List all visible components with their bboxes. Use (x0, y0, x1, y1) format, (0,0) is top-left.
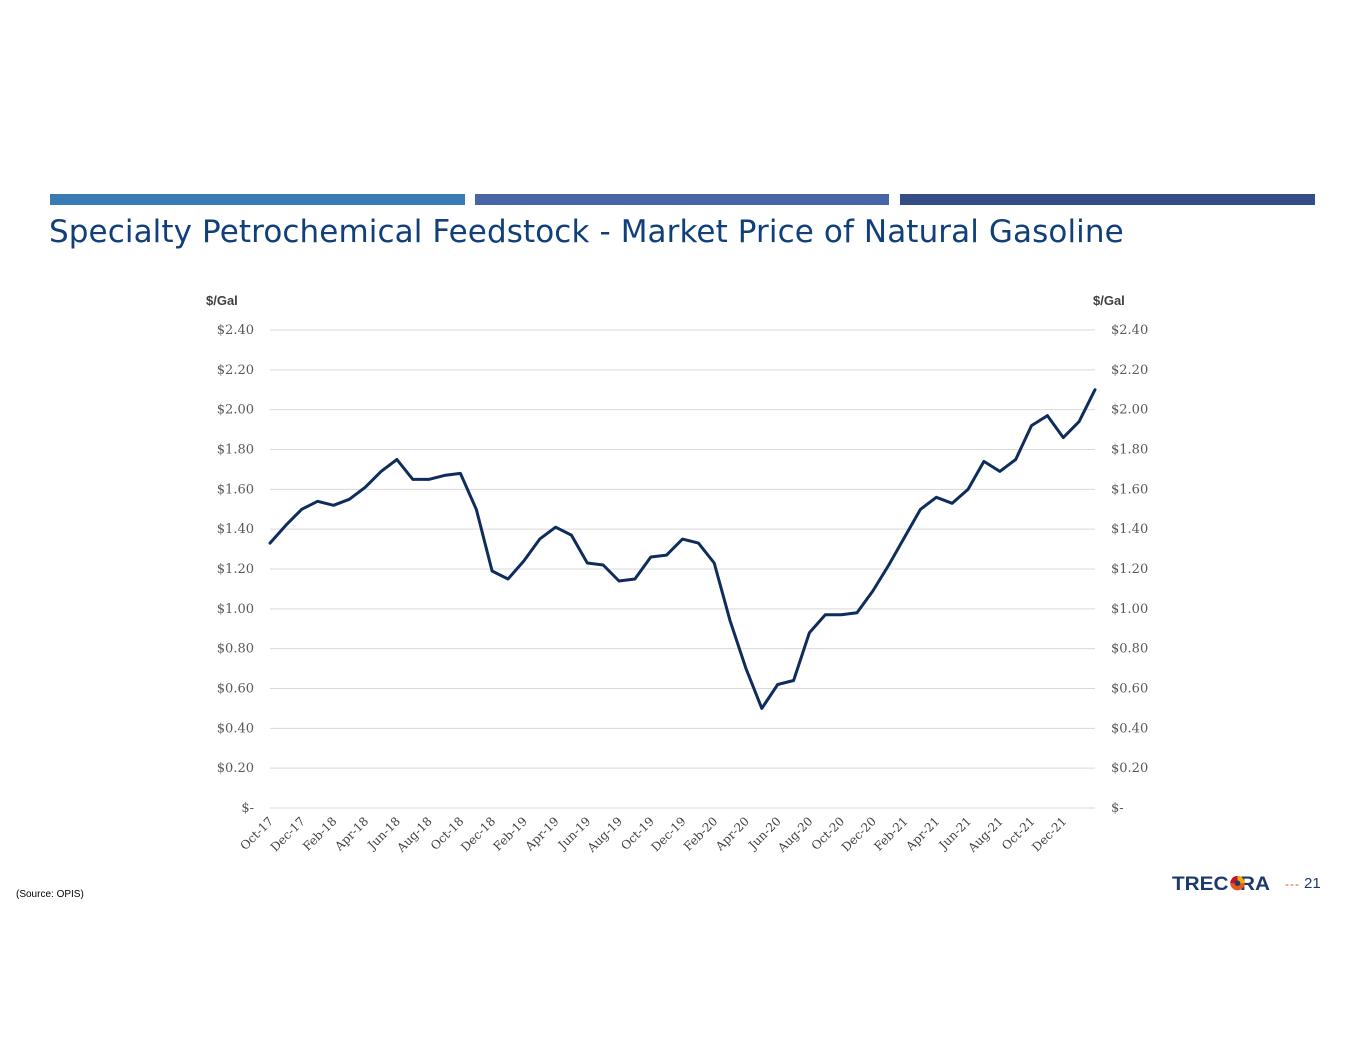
y-tick-label-right: $1.80 (1111, 443, 1148, 458)
page-number-value: 21 (1304, 875, 1321, 892)
y-tick-label-right: $2.40 (1111, 323, 1148, 338)
y-tick-label-left: $0.40 (217, 721, 254, 736)
y-tick-label-left: $0.60 (217, 682, 254, 697)
svg-text:TREC RA: TREC RA (1172, 874, 1270, 895)
y-tick-label-left: $1.60 (217, 482, 254, 497)
x-tick-label: Apr-18 (331, 814, 371, 854)
y-axis-label-right: $/Gal (1093, 293, 1125, 308)
y-tick-label-left: $0.20 (217, 761, 254, 776)
y-tick-label-right: $2.20 (1111, 363, 1148, 378)
y-tick-label-right: $1.00 (1111, 602, 1148, 617)
page-title: Specialty Petrochemical Feedstock - Mark… (49, 214, 1124, 250)
x-tick-label: Apr-20 (712, 814, 752, 854)
x-tick-label: Feb-19 (491, 814, 530, 853)
x-tick-label: Apr-19 (522, 814, 562, 854)
y-tick-label-right: $1.20 (1111, 562, 1148, 577)
x-tick-label: Feb-20 (681, 814, 720, 853)
x-tick-label: Dec-18 (458, 814, 498, 854)
y-tick-label-left: $1.80 (217, 443, 254, 458)
y-tick-label-left: $1.20 (217, 562, 254, 577)
y-tick-label-right: $- (1111, 801, 1124, 816)
x-tick-label: Dec-21 (1029, 814, 1069, 854)
header-bar-left (50, 194, 465, 205)
y-tick-label-left: $1.00 (217, 602, 254, 617)
y-tick-label-right: $0.20 (1111, 761, 1148, 776)
x-tick-label: Dec-19 (648, 814, 688, 854)
page-number: --- 21 (1285, 875, 1321, 892)
source-note: (Source: OPIS) (16, 889, 84, 900)
series-line-natural-gasoline (268, 388, 1097, 710)
y-tick-label-right: $0.60 (1111, 682, 1148, 697)
x-tick-label: Feb-18 (300, 814, 339, 853)
trecora-logo: TREC RA (1172, 874, 1270, 895)
header-bar-right (900, 194, 1315, 205)
y-tick-label-right: $1.60 (1111, 482, 1148, 497)
x-tick-label: Aug-21 (965, 814, 1006, 855)
y-tick-label-right: $1.40 (1111, 522, 1148, 537)
x-tick-label: Aug-19 (584, 814, 625, 855)
y-tick-label-right: $0.80 (1111, 642, 1148, 657)
y-tick-label-right: $0.40 (1111, 721, 1148, 736)
y-tick-label-left: $- (241, 801, 254, 816)
y-tick-label-right: $2.00 (1111, 403, 1148, 418)
y-tick-label-left: $1.40 (217, 522, 254, 537)
y-tick-label-left: $0.80 (217, 642, 254, 657)
x-tick-label: Aug-18 (393, 814, 434, 855)
y-tick-label-left: $2.00 (217, 403, 254, 418)
x-tick-label: Feb-21 (871, 814, 910, 853)
y-axis-label-left: $/Gal (206, 293, 238, 308)
y-tick-label-left: $2.20 (217, 363, 254, 378)
header-bar-middle (475, 194, 889, 205)
page-number-dashes: --- (1285, 877, 1300, 891)
y-tick-label-left: $2.40 (217, 323, 254, 338)
x-tick-label: Dec-20 (839, 814, 879, 854)
x-tick-label: Dec-17 (268, 814, 308, 854)
x-tick-label: Apr-21 (903, 814, 943, 854)
x-tick-label: Aug-20 (774, 814, 815, 855)
